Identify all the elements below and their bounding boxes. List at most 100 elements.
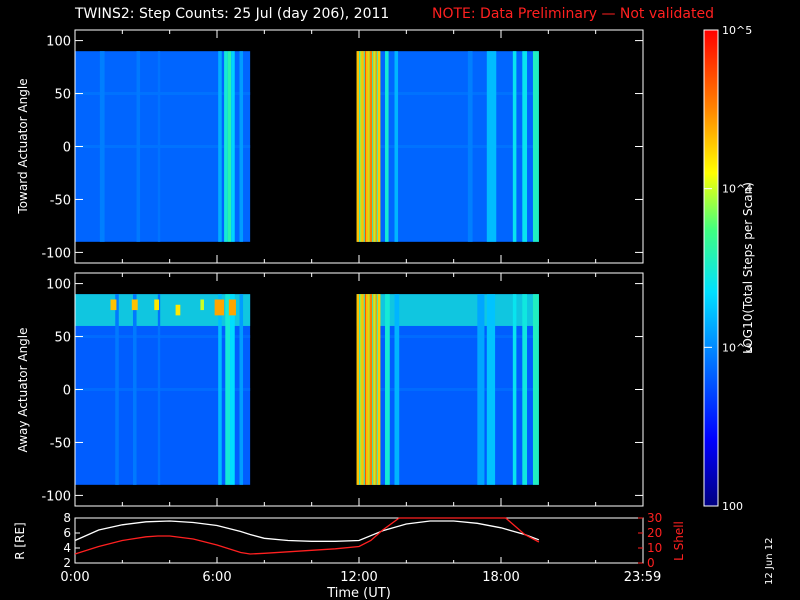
away-feature-stripe — [239, 294, 244, 485]
away-noise-stripe — [376, 294, 378, 485]
toward-ylabel: Toward Actuator Angle — [16, 78, 30, 214]
away-noise-stripe — [377, 294, 380, 485]
away-feature-stripe — [532, 294, 539, 485]
away-feature-stripe — [225, 294, 231, 485]
time-xtick-label: 12:00 — [340, 570, 377, 585]
toward-noise-stripe — [372, 51, 374, 242]
away-angle-panel: 100 50 0 -50 -100 Away Actuator Angle — [16, 272, 644, 507]
toward-noise-stripe — [360, 51, 362, 242]
toward-noise-stripe — [359, 51, 361, 242]
toward-ytick-label: 0 — [63, 141, 71, 156]
toward-ytick-label: 50 — [54, 88, 71, 103]
toward-feature-stripe — [224, 51, 228, 242]
toward-feature-stripe — [136, 51, 141, 242]
away-feature-stripe — [486, 294, 496, 485]
toward-noise-stripe — [361, 51, 363, 242]
away-angle-band — [75, 335, 251, 339]
toward-feature-stripe — [394, 51, 399, 242]
toward-ytick-label: -100 — [41, 246, 71, 261]
away-noise-stripe — [366, 294, 368, 485]
toward-heatmap — [75, 51, 539, 242]
toward-feature-stripe — [522, 51, 528, 242]
away-noise-stripe — [368, 294, 370, 485]
away-ylabel: Away Actuator Angle — [16, 327, 30, 452]
lshell-ytick-label: 20 — [647, 526, 662, 540]
away-ytick-label: 100 — [46, 278, 71, 293]
away-feature-stripe — [132, 294, 137, 485]
toward-feature-stripe — [385, 51, 389, 242]
away-noise-stripe — [369, 294, 371, 485]
away-hot-spot — [200, 299, 204, 311]
away-hot-spot — [214, 299, 225, 316]
away-noise-stripe — [373, 294, 375, 485]
toward-noise-stripe — [377, 51, 380, 242]
away-ytick-label: -100 — [41, 489, 71, 504]
away-feature-stripe — [230, 294, 235, 485]
lshell-ylabel: L Shell — [672, 521, 686, 561]
away-noise-stripe — [359, 294, 361, 485]
away-feature-stripe — [394, 294, 400, 485]
toward-noise-stripe — [368, 51, 370, 242]
toward-feature-stripe — [231, 51, 235, 242]
away-hot-spot — [131, 299, 138, 311]
toward-noise-stripe — [373, 51, 375, 242]
colorbar: 100 10^3 10^4 10^5 LOG10(Total Steps per Sc… — [703, 24, 755, 513]
preliminary-note: NOTE: Data Preliminary — Not validated — [432, 6, 714, 22]
toward-feature-stripe — [157, 51, 161, 242]
time-xlabel: Time (UT) — [326, 586, 391, 600]
away-noise-stripe — [361, 294, 363, 485]
toward-angle-band — [356, 92, 539, 96]
radius-ytick-label: 2 — [63, 556, 71, 570]
away-hot-spot — [175, 304, 181, 316]
colorbar-ticks: 100 10^3 10^4 10^5 — [704, 24, 752, 513]
toward-noise-stripe — [364, 51, 367, 242]
away-ytick-label: 0 — [63, 384, 71, 399]
toward-noise-stripe — [379, 51, 381, 242]
toward-ytick-label: 100 — [46, 35, 71, 50]
radius-ytick-label: 4 — [63, 541, 71, 555]
toward-feature-stripe — [239, 51, 244, 242]
toward-feature-stripe — [218, 51, 222, 242]
lshell-line — [74, 517, 540, 555]
radius-ytick-label: 8 — [63, 511, 71, 525]
radius-line — [74, 520, 540, 542]
away-feature-stripe — [512, 294, 517, 485]
toward-noise-stripe — [356, 51, 358, 242]
colorbar-tick-label: 10^4 — [722, 183, 752, 196]
away-noise-stripe — [379, 294, 381, 485]
away-noise-stripe — [370, 294, 373, 485]
away-feature-stripe — [115, 294, 119, 485]
away-heatmap — [75, 294, 539, 485]
toward-feature-stripe — [512, 51, 517, 242]
toward-noise-stripe — [363, 51, 365, 242]
date-stamp: 12 Jun 12 — [764, 537, 775, 585]
away-feature-stripe — [385, 294, 390, 485]
away-axes: 100 50 0 -50 -100 — [41, 273, 644, 506]
toward-ytick-label: -50 — [50, 193, 71, 208]
page-title: TWINS2: Step Counts: 25 Jul (day 206), 2… — [75, 6, 390, 22]
radius-ytick-label: 6 — [63, 526, 71, 540]
away-feature-stripe — [157, 294, 161, 485]
lshell-ytick-label: 30 — [647, 511, 662, 525]
toward-noise-stripe — [375, 51, 377, 242]
away-angle-band — [356, 335, 539, 339]
colorbar-tick-label: 100 — [722, 500, 743, 513]
toward-noise-stripe — [374, 51, 376, 242]
toward-feature-stripe — [532, 51, 539, 242]
colorbar-gradient — [704, 30, 718, 506]
away-angle-band — [356, 388, 539, 391]
away-noise-stripe — [364, 294, 367, 485]
colorbar-label: LOG10(Total Steps per Scan) — [741, 182, 755, 354]
ephemeris-lines — [74, 517, 540, 555]
radius-ylabel: R [RE] — [13, 522, 27, 559]
toward-noise-stripe — [366, 51, 368, 242]
away-ytick-label: -50 — [50, 436, 71, 451]
toward-noise-stripe — [370, 51, 373, 242]
away-feature-stripe — [477, 294, 485, 485]
away-hot-spot — [154, 299, 160, 311]
away-noise-stripe — [357, 294, 360, 485]
colorbar-tick-label: 10^5 — [722, 24, 752, 37]
away-noise-stripe — [367, 294, 369, 485]
